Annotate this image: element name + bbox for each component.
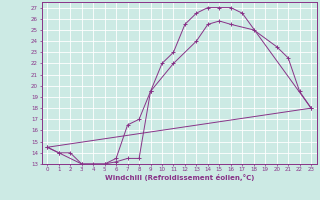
X-axis label: Windchill (Refroidissement éolien,°C): Windchill (Refroidissement éolien,°C) [105,174,254,181]
